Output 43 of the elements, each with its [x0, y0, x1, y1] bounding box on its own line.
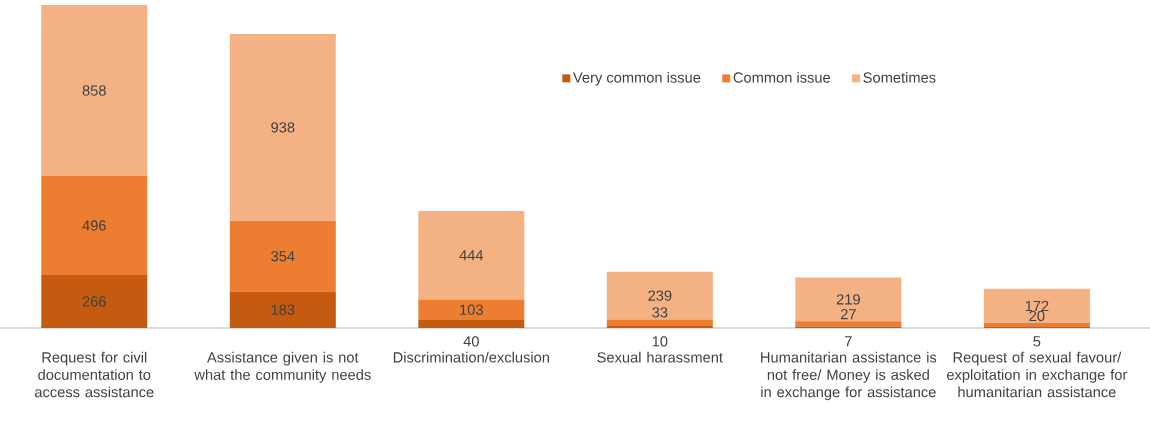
data-label: 10 [652, 336, 668, 347]
data-label: 20 [1029, 310, 1045, 322]
data-label: 444 [459, 250, 484, 261]
bar [229, 220, 336, 292]
legend-label: Sometimes [863, 71, 936, 83]
data-label: 27 [840, 308, 856, 320]
bar [418, 210, 525, 300]
bar [606, 325, 713, 328]
data-label: 858 [82, 85, 106, 96]
x-tick-label: Request for civil documentation to access assistance [34, 351, 154, 398]
data-label: 183 [271, 304, 295, 315]
x-tick-label: Request of sexual favour/ exploitation in exchange for humanitarian assistance [947, 351, 1128, 398]
bar [229, 291, 336, 328]
data-label: 103 [460, 304, 483, 315]
bar [41, 5, 148, 177]
bar [418, 320, 525, 328]
data-label: 938 [271, 122, 295, 133]
bar [41, 274, 148, 328]
bar [229, 33, 336, 221]
bar [983, 323, 1090, 327]
data-label: 7 [845, 336, 852, 347]
bar [606, 271, 713, 320]
bar [983, 288, 1090, 323]
data-label: 239 [648, 290, 672, 301]
bar [795, 321, 902, 327]
data-label: 354 [271, 251, 295, 262]
data-label: 40 [463, 336, 479, 347]
data-label: 5 [1033, 336, 1041, 347]
data-label: 496 [82, 220, 106, 231]
x-tick-label: Discrimination/exclusion [393, 351, 549, 363]
legend-label: Common issue [733, 71, 831, 83]
data-label: 266 [82, 296, 106, 307]
data-label: 33 [652, 307, 668, 318]
x-tick-label: Humanitarian assistance is not free/ Money is asked in exchange for assistance [761, 351, 937, 401]
bar [418, 299, 525, 321]
data-label: 219 [836, 294, 860, 305]
x-tick-label: Sexual harassment [597, 351, 723, 363]
bar [795, 277, 902, 322]
data-label: 172 [1025, 300, 1049, 311]
bar [606, 319, 713, 326]
x-tick-label: Assistance given is not what the community needs [194, 351, 371, 383]
legend-label: Very common issue [573, 71, 701, 86]
bar [41, 176, 148, 275]
